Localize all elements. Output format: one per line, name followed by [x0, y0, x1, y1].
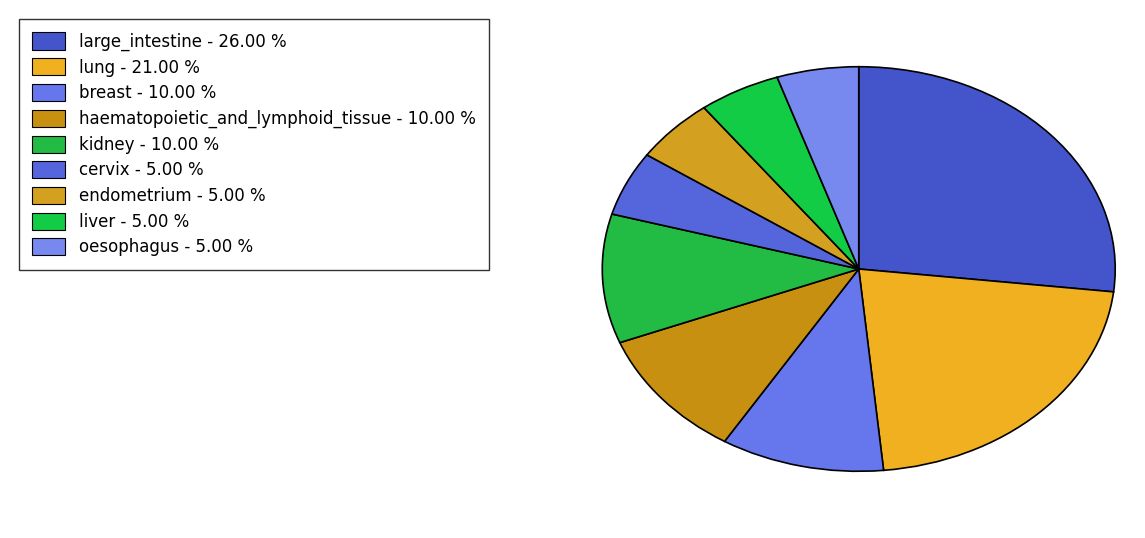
Wedge shape	[619, 269, 859, 441]
Wedge shape	[725, 269, 884, 471]
Wedge shape	[602, 214, 859, 343]
Wedge shape	[647, 108, 859, 269]
Wedge shape	[704, 77, 859, 269]
Wedge shape	[777, 67, 859, 269]
Wedge shape	[859, 67, 1115, 292]
Wedge shape	[859, 269, 1114, 470]
Legend: large_intestine - 26.00 %, lung - 21.00 %, breast - 10.00 %, haematopoietic_and_: large_intestine - 26.00 %, lung - 21.00 …	[18, 19, 489, 270]
Wedge shape	[611, 155, 859, 269]
